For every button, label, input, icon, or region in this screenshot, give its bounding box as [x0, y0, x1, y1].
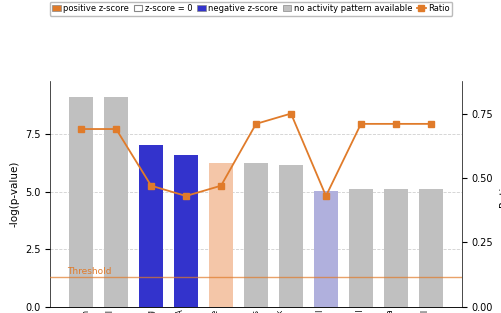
Text: Threshold: Threshold — [67, 267, 111, 276]
Bar — [418, 189, 442, 307]
Bar — [383, 189, 407, 307]
Y-axis label: Ratio: Ratio — [498, 181, 501, 208]
Legend: positive z-score, z-score = 0, negative z-score, no activity pattern available, : positive z-score, z-score = 0, negative … — [50, 2, 451, 16]
Bar — [104, 97, 128, 307]
Bar — [173, 155, 198, 307]
Bar — [139, 145, 163, 307]
Bar — [208, 163, 233, 307]
Bar — [313, 191, 338, 307]
Bar — [348, 189, 372, 307]
Bar — [243, 163, 268, 307]
Y-axis label: -log(p-value): -log(p-value) — [10, 161, 20, 227]
Bar — [69, 97, 93, 307]
Bar — [278, 165, 303, 307]
